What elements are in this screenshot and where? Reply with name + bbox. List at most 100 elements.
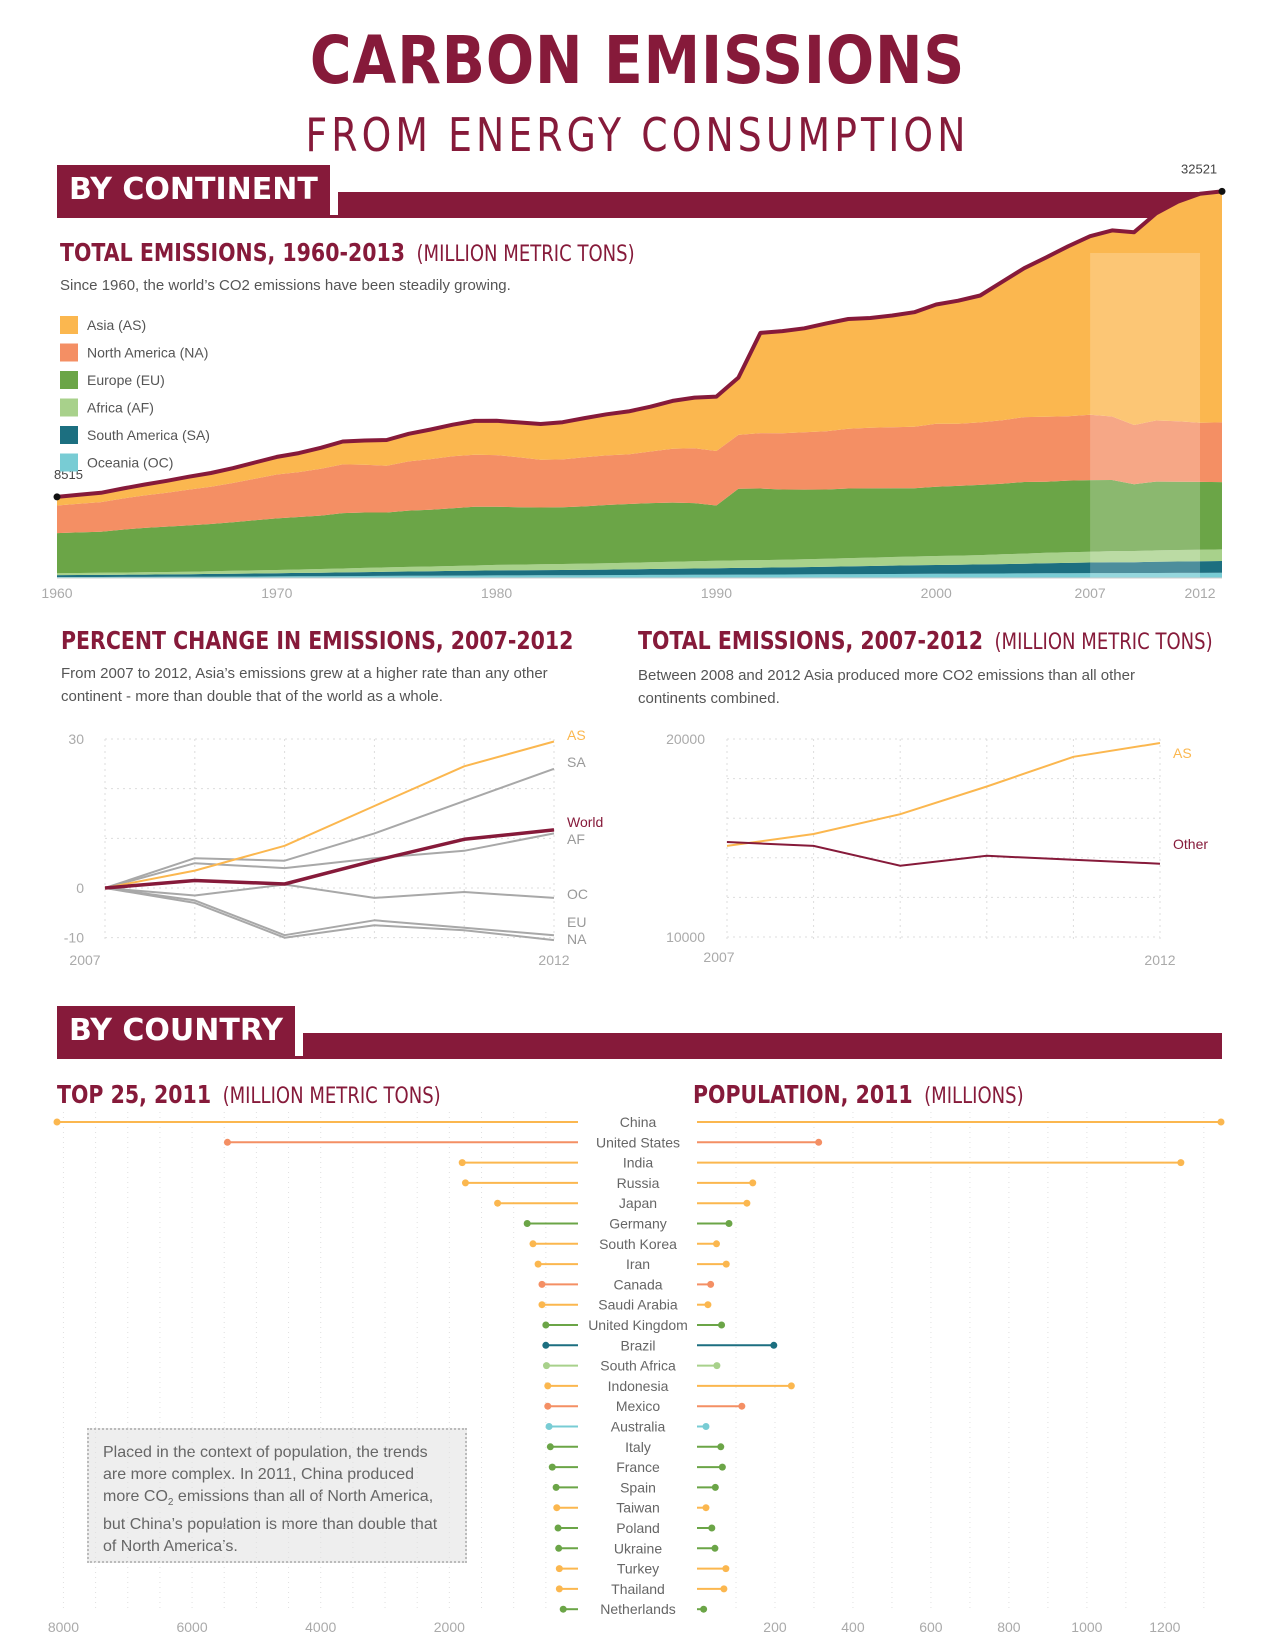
- note-line-3-sub: 2: [167, 1497, 174, 1509]
- total-chart-unit: (MILLION METRIC TONS): [416, 242, 635, 267]
- country-label-india: India: [623, 1155, 654, 1171]
- pop-x-tick-600: 600: [919, 1619, 943, 1635]
- pop-chart-title: POPULATION, 2011 (MILLIONS): [693, 1080, 1024, 1109]
- total-emissions-line: [56, 189, 1223, 499]
- pct-line-oc: [104, 883, 555, 899]
- end-value-label: 32521: [1181, 161, 1217, 176]
- pop-x-tick-400: 400: [841, 1619, 865, 1635]
- total-chart-desc: Since 1960, the world’s CO2 emissions ha…: [60, 277, 511, 294]
- top25-chart-title-text: TOP 25, 2011: [57, 1080, 212, 1109]
- pop-dot-mexico: [738, 1402, 746, 1410]
- country-label-italy: Italy: [625, 1439, 651, 1455]
- pop-dot-italy: [717, 1443, 725, 1451]
- note-line-4: but China’s population is more than doub…: [103, 1516, 438, 1534]
- country-label-poland: Poland: [616, 1520, 660, 1536]
- pop-dot-australia: [702, 1423, 710, 1430]
- pop-dot-spain: [711, 1483, 719, 1491]
- start-dot: [53, 493, 61, 501]
- pop-dot-south-korea: [712, 1240, 720, 1248]
- legend-label-south-america-sa: South America (SA): [87, 427, 210, 443]
- total-chart-title-text: TOTAL EMISSIONS, 1960-2013: [60, 238, 406, 267]
- top25-dot-turkey: [555, 1565, 563, 1573]
- pct-label-oc: OC: [567, 886, 588, 902]
- pop-dot-russia: [749, 1179, 757, 1187]
- top25-dot-poland: [554, 1524, 562, 1532]
- total-x-tick-1960: 1960: [41, 585, 72, 601]
- country-label-iran: Iran: [626, 1256, 650, 1272]
- pct-y-tick: -10: [64, 930, 84, 946]
- pop-x-tick-1200: 1200: [1149, 1619, 1180, 1635]
- pct-label-sa: SA: [567, 754, 586, 770]
- pct-x-tick-2012: 2012: [538, 952, 569, 968]
- total-x-tick-1990: 1990: [701, 585, 732, 601]
- pop-x-tick-800: 800: [997, 1619, 1021, 1635]
- total-x-tick-2007: 2007: [1075, 585, 1106, 601]
- main-title: CARBON EMISSIONS: [309, 22, 966, 99]
- legend-label-north-america-na: North America (NA): [87, 345, 208, 361]
- country-label-indonesia: Indonesia: [608, 1378, 669, 1394]
- pop-dot-poland: [708, 1524, 716, 1532]
- pct-x-tick-2007: 2007: [69, 952, 100, 968]
- country-label-china: China: [620, 1114, 657, 1130]
- top25-dot-russia: [461, 1179, 469, 1187]
- pop-dot-brazil: [770, 1341, 778, 1349]
- country-label-spain: Spain: [620, 1479, 656, 1495]
- t0712-x-tick-2012: 2012: [1144, 952, 1175, 968]
- sub-title: FROM ENERGY CONSUMPTION: [305, 108, 970, 162]
- country-label-united-kingdom: United Kingdom: [588, 1317, 688, 1333]
- note-line-3b: emissions than all of North America,: [173, 1488, 434, 1505]
- top25-x-tick-2000: 2000: [434, 1619, 465, 1635]
- pop-dot-germany: [725, 1220, 733, 1227]
- area-asia-as: [57, 191, 1222, 506]
- section-tab-country: BY COUNTRY: [57, 1006, 304, 1056]
- legend-swatch-south-america-sa: [60, 426, 78, 444]
- note-line-3: more CO2 emissions than all of North Ame…: [103, 1486, 451, 1514]
- top25-dot-india: [458, 1159, 466, 1167]
- t0712-y-tick: 20000: [666, 731, 705, 747]
- country-label-ukraine: Ukraine: [614, 1540, 662, 1556]
- area-south-america-sa: [57, 561, 1222, 577]
- country-label-south-africa: South Africa: [600, 1358, 676, 1374]
- t0712-line-other: [726, 841, 1161, 867]
- pop-x-tick-200: 200: [763, 1619, 787, 1635]
- legend-label-europe-eu: Europe (EU): [87, 372, 165, 388]
- total-x-tick-2012: 2012: [1184, 585, 1215, 601]
- country-label-russia: Russia: [617, 1175, 660, 1191]
- top25-dot-canada: [538, 1280, 546, 1288]
- top25-x-tick-8000: 8000: [48, 1619, 79, 1635]
- total-x-tick-1980: 1980: [481, 585, 512, 601]
- note-line-5: of North America’s.: [103, 1538, 238, 1556]
- top25-dot-united-states: [223, 1138, 231, 1146]
- pop-chart-unit: (MILLIONS): [924, 1084, 1024, 1109]
- country-label-canada: Canada: [613, 1276, 662, 1292]
- country-label-brazil: Brazil: [620, 1337, 655, 1353]
- highlight-2007-2012: [1090, 253, 1201, 578]
- top25-chart-unit: (MILLION METRIC TONS): [222, 1084, 441, 1109]
- top25-dot-thailand: [555, 1585, 563, 1593]
- legend-label-africa-af: Africa (AF): [87, 400, 154, 416]
- pop-dot-china: [1217, 1118, 1225, 1126]
- t0712-x-tick-2007: 2007: [703, 949, 734, 965]
- top25-x-tick-6000: 6000: [176, 1619, 207, 1635]
- t0712-chart-title-text: TOTAL EMISSIONS, 2007-2012: [638, 626, 984, 655]
- top25-dot-germany: [523, 1220, 531, 1227]
- legend-swatch-africa-af: [60, 398, 78, 417]
- pct-y-tick: 30: [68, 731, 84, 747]
- area-europe-eu: [57, 480, 1222, 574]
- pop-dot-turkey: [722, 1565, 730, 1573]
- total-x-tick-1970: 1970: [261, 585, 292, 601]
- note-line-2: are more complex. In 2011, China produce…: [103, 1466, 414, 1483]
- t0712-chart-desc-1: Between 2008 and 2012 Asia produced more…: [638, 667, 1135, 684]
- pop-dot-united-kingdom: [718, 1321, 726, 1329]
- pop-dot-canada: [707, 1280, 715, 1288]
- t0712-chart-unit: (MILLION METRIC TONS): [994, 630, 1213, 655]
- top25-dot-saudi-arabia: [538, 1301, 546, 1309]
- context-note: Placed in the context of population, the…: [87, 1428, 467, 1563]
- top25-x-tick-4000: 4000: [305, 1619, 336, 1635]
- end-dot: [1218, 187, 1226, 195]
- pct-chart-desc-2: continent - more than double that of the…: [61, 688, 443, 705]
- top25-dot-south-korea: [529, 1240, 537, 1248]
- t0712-chart-desc-2: continents combined.: [638, 690, 780, 707]
- legend-label-oceania-oc: Oceania (OC): [87, 455, 173, 471]
- top25-dot-japan: [494, 1199, 502, 1207]
